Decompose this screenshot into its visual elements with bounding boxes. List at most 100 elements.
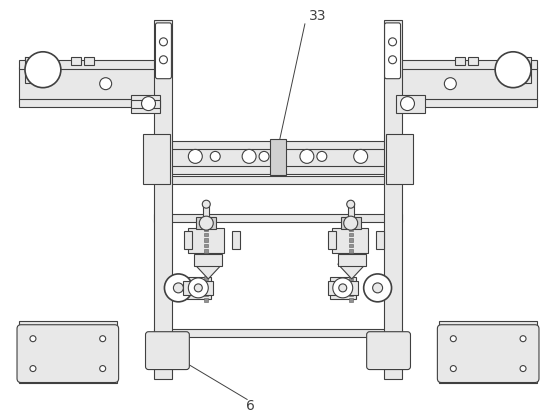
Circle shape	[300, 149, 314, 164]
Bar	[19, 321, 117, 329]
Bar	[349, 293, 353, 296]
Bar	[204, 293, 208, 296]
Circle shape	[142, 97, 156, 110]
FancyBboxPatch shape	[366, 332, 410, 370]
Bar	[195, 254, 222, 266]
Bar	[84, 57, 94, 65]
Circle shape	[495, 52, 531, 88]
Bar	[131, 100, 161, 107]
Bar	[385, 134, 414, 184]
Circle shape	[25, 52, 61, 88]
Bar	[204, 254, 208, 258]
Polygon shape	[337, 264, 366, 279]
Circle shape	[173, 283, 183, 293]
Bar	[131, 95, 161, 112]
Bar	[19, 327, 117, 383]
Circle shape	[100, 336, 106, 342]
Bar	[196, 217, 216, 229]
Circle shape	[188, 149, 202, 164]
Circle shape	[389, 38, 396, 46]
Bar	[171, 166, 385, 174]
Circle shape	[242, 149, 256, 164]
Bar	[204, 227, 208, 231]
Circle shape	[188, 278, 208, 298]
Bar	[185, 277, 211, 299]
Circle shape	[400, 97, 414, 110]
Circle shape	[30, 336, 36, 342]
Bar	[439, 327, 537, 383]
Bar	[19, 60, 166, 69]
Circle shape	[444, 78, 456, 90]
FancyBboxPatch shape	[17, 325, 118, 383]
Circle shape	[354, 149, 368, 164]
Bar	[341, 217, 361, 229]
Bar	[204, 282, 208, 286]
Circle shape	[344, 216, 358, 230]
Bar	[439, 321, 537, 329]
Bar	[19, 67, 166, 100]
Bar	[185, 231, 192, 249]
Bar	[511, 57, 531, 83]
Bar	[348, 204, 354, 218]
Circle shape	[317, 151, 327, 161]
Bar	[395, 95, 425, 112]
Bar	[155, 176, 401, 184]
Circle shape	[520, 366, 526, 371]
Circle shape	[100, 366, 106, 371]
Bar	[148, 334, 186, 366]
Bar	[270, 139, 286, 175]
Bar	[204, 249, 208, 252]
Text: 6: 6	[246, 399, 255, 413]
Bar	[155, 20, 172, 378]
Bar	[384, 20, 401, 378]
Bar	[157, 25, 170, 77]
Bar	[328, 231, 336, 249]
Bar	[349, 266, 353, 269]
Circle shape	[165, 274, 192, 302]
Circle shape	[259, 151, 269, 161]
FancyBboxPatch shape	[146, 332, 190, 370]
Bar	[204, 238, 208, 242]
Bar	[204, 276, 208, 280]
Circle shape	[339, 284, 347, 292]
Circle shape	[450, 366, 456, 371]
Circle shape	[210, 151, 220, 161]
Bar	[455, 57, 465, 65]
Bar	[171, 147, 385, 167]
FancyBboxPatch shape	[156, 23, 171, 79]
FancyBboxPatch shape	[438, 325, 539, 383]
Bar	[349, 298, 353, 302]
Circle shape	[364, 274, 391, 302]
Bar	[349, 287, 353, 291]
Bar	[204, 232, 208, 236]
Circle shape	[160, 38, 167, 46]
Bar	[349, 282, 353, 286]
Bar	[349, 254, 353, 258]
Circle shape	[373, 283, 383, 293]
Bar	[204, 287, 208, 291]
Bar	[142, 134, 171, 184]
Bar	[71, 57, 81, 65]
Bar	[188, 228, 224, 253]
Circle shape	[202, 200, 210, 208]
Circle shape	[389, 56, 396, 64]
Bar	[171, 142, 385, 149]
Bar	[349, 260, 353, 264]
Circle shape	[520, 336, 526, 342]
Bar	[232, 231, 240, 249]
Bar	[203, 204, 209, 218]
Bar	[349, 244, 353, 247]
Bar	[155, 329, 401, 337]
Bar	[370, 334, 408, 366]
Bar	[349, 227, 353, 231]
Bar	[468, 57, 478, 65]
Text: 33: 33	[309, 9, 326, 23]
Circle shape	[199, 216, 214, 230]
Bar	[204, 266, 208, 269]
Polygon shape	[195, 264, 222, 279]
Circle shape	[100, 78, 112, 90]
Circle shape	[30, 366, 36, 371]
Bar	[349, 271, 353, 274]
Bar	[155, 214, 401, 222]
Circle shape	[347, 200, 355, 208]
